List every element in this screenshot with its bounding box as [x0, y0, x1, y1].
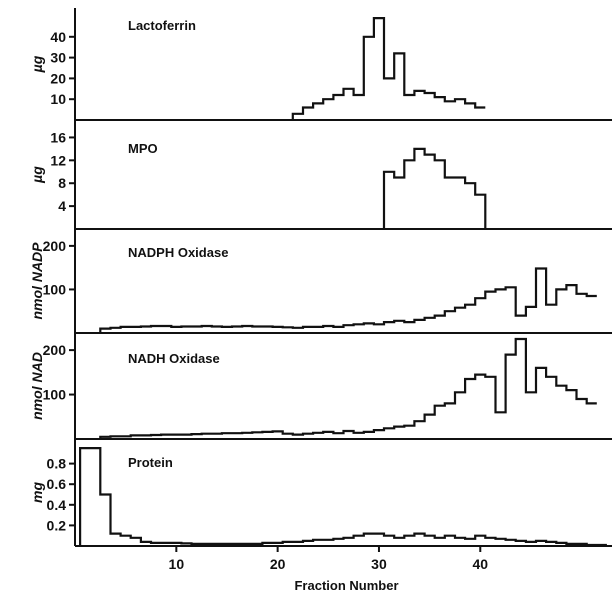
y-axis-label-protein: mg	[29, 482, 45, 503]
x-tick-label: 30	[371, 556, 387, 572]
y-tick-label-protein: 0.8	[47, 456, 67, 472]
series-line-nadh-oxidase	[99, 337, 597, 439]
y-tick-label-protein: 0.2	[47, 517, 67, 533]
y-tick-label-mpo: 8	[58, 175, 66, 191]
series-line-protein	[79, 447, 607, 547]
y-tick-label-lactoferrin: 40	[50, 29, 66, 45]
y-tick-label-protein: 0.6	[47, 476, 67, 492]
y-tick-label-protein: 0.4	[47, 497, 67, 513]
y-axis-label-nadph-oxidase: nmol NADP	[29, 242, 45, 320]
y-tick-label-nadh-oxidase: 200	[43, 342, 67, 358]
panel-title-protein: Protein	[128, 455, 173, 470]
y-tick-label-lactoferrin: 30	[50, 50, 66, 66]
panel-title-lactoferrin: Lactoferrin	[128, 18, 196, 33]
series-line-mpo	[382, 147, 487, 229]
y-tick-label-lactoferrin: 20	[50, 70, 66, 86]
y-tick-label-mpo: 4	[58, 198, 66, 214]
x-tick-label: 40	[472, 556, 488, 572]
y-tick-label-mpo: 12	[50, 152, 66, 168]
y-tick-label-mpo: 16	[50, 129, 66, 145]
y-tick-label-nadph-oxidase: 100	[43, 281, 67, 297]
y-axis-label-nadh-oxidase: nmol NAD	[29, 352, 45, 420]
panel-title-nadph-oxidase: NADPH Oxidase	[128, 245, 228, 260]
series-line-lactoferrin	[291, 17, 486, 120]
y-tick-label-nadph-oxidase: 200	[43, 238, 67, 254]
y-tick-label-lactoferrin: 10	[50, 91, 66, 107]
panel-title-nadh-oxidase: NADH Oxidase	[128, 351, 220, 366]
panel-title-mpo: MPO	[128, 141, 158, 156]
y-axis-label-mpo: µg	[29, 166, 45, 184]
y-axis-label-lactoferrin: µg	[29, 55, 45, 73]
x-tick-label: 20	[270, 556, 286, 572]
series-line-nadph-oxidase	[99, 267, 597, 333]
y-tick-label-nadh-oxidase: 100	[43, 387, 67, 403]
x-tick-label: 10	[169, 556, 185, 572]
x-axis-label: Fraction Number	[294, 578, 398, 593]
